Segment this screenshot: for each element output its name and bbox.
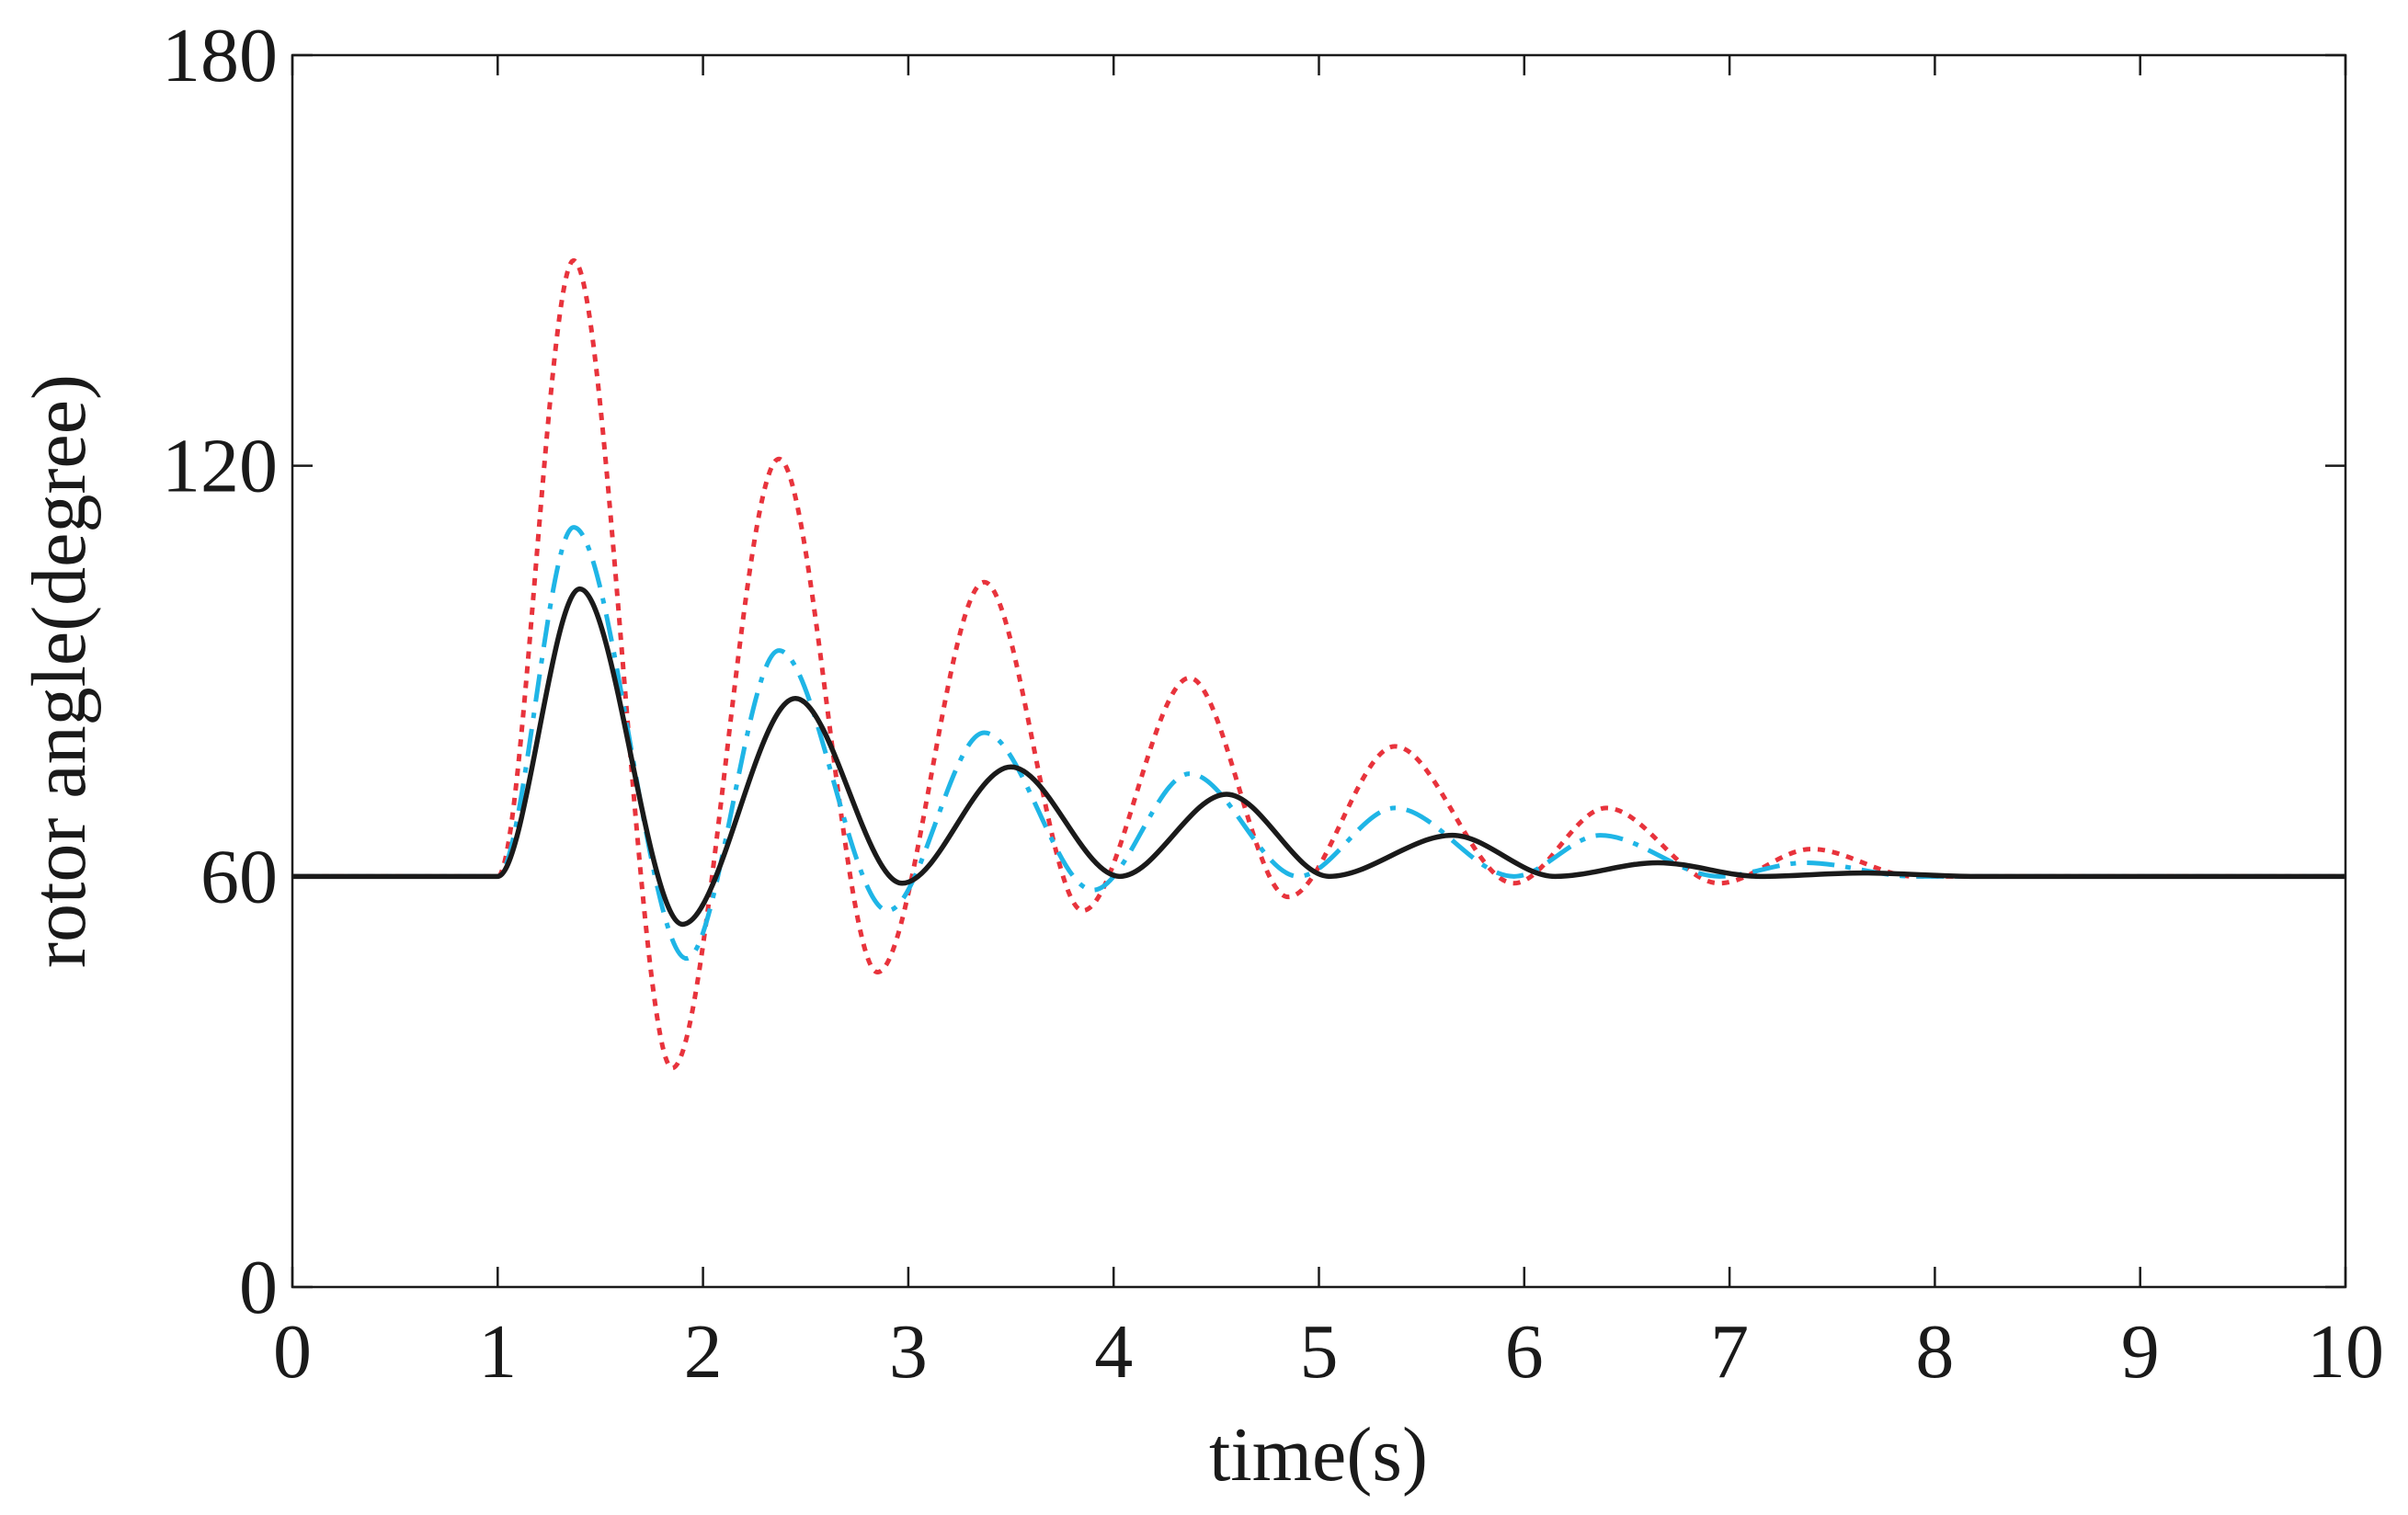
series-layer [291,257,2345,1071]
y-tick-label: 180 [162,13,278,98]
y-axis-title: rotor angle(degree) [17,374,102,968]
x-tick-label: 5 [1300,1309,1339,1395]
x-tick-label: 7 [1710,1309,1749,1395]
x-axis-title: time(s) [1209,1412,1428,1498]
x-tick-label: 1 [478,1309,517,1395]
x-tick-label: 4 [1094,1309,1133,1395]
series-line-1 [291,257,2345,1071]
x-tick-label: 9 [2121,1309,2160,1395]
series-line-3 [291,586,2345,928]
x-tick-label: 3 [889,1309,928,1395]
y-tick-label: 0 [239,1245,278,1330]
x-tick-label: 6 [1505,1309,1544,1395]
series-line-2 [291,525,2345,962]
y-tick-label: 60 [200,834,278,919]
tick-layer: 0 1 2 3 4 5 6 7 8 9 10 0 60 120 180 [162,13,2384,1395]
y-tick-label: 120 [162,424,278,509]
x-tick-label: 0 [273,1309,312,1395]
plot-area [291,53,2347,1289]
x-tick-label: 10 [2307,1309,2384,1395]
x-tick-label: 8 [1915,1309,1954,1395]
x-tick-label: 2 [684,1309,723,1395]
